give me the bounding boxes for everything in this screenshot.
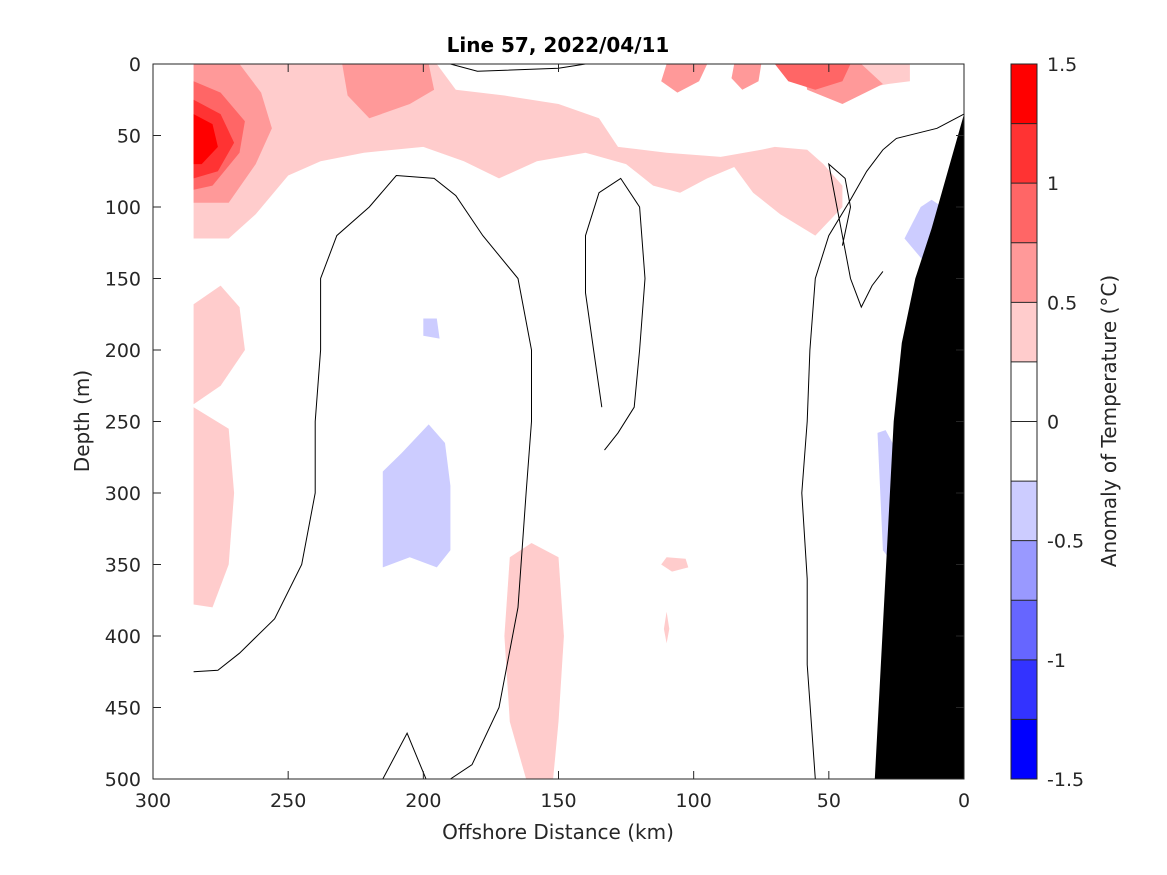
- zero-contour-line-3: [801, 113, 964, 779]
- y-tick-label: 150: [105, 269, 141, 291]
- colorbar-tick-label: -0.5: [1047, 531, 1084, 553]
- anomaly-region-3: [342, 64, 435, 119]
- chart-title: Line 57, 2022/04/11: [447, 33, 670, 57]
- anomaly-region-6: [731, 64, 762, 90]
- y-tick-label: 200: [105, 340, 141, 362]
- anomaly-region-15: [663, 611, 670, 644]
- colorbar-tick-label: 1: [1047, 173, 1059, 195]
- x-tick-label: 50: [817, 790, 841, 812]
- x-axis: 300 250 200 150 100 50 0: [135, 64, 970, 812]
- y-tick-label: 350: [105, 555, 141, 577]
- anomaly-region-13: [504, 543, 564, 779]
- zero-contour-layer: [193, 64, 964, 779]
- seafloor-bathymetry: [874, 114, 964, 779]
- colorbar-swatch: [1011, 600, 1037, 660]
- colorbar-tick-label: 0.5: [1047, 292, 1077, 314]
- zero-contour-line-0: [193, 174, 532, 779]
- anomaly-region-16: [382, 424, 451, 568]
- zero-contour-line-4: [828, 162, 884, 309]
- anomaly-region-5: [661, 64, 708, 93]
- colorbar-swatch: [1011, 64, 1037, 124]
- y-tick-label: 300: [105, 483, 141, 505]
- anomaly-region-18: [904, 199, 943, 265]
- colorbar-swatch: [1011, 659, 1037, 720]
- colorbar-swatch: [1011, 183, 1037, 243]
- anomaly-region-10: [193, 114, 218, 165]
- x-tick-label: 150: [540, 790, 576, 812]
- colorbar-frame: [1010, 63, 1038, 780]
- contour-fill-layer: [193, 64, 943, 779]
- y-tick-label: 450: [105, 698, 141, 720]
- colorbar-swatch: [1011, 481, 1037, 541]
- y-tick-label: 500: [105, 769, 141, 791]
- anomaly-region-11: [193, 285, 245, 405]
- x-tick-label: 0: [958, 790, 970, 812]
- colorbar-swatch: [1011, 302, 1037, 362]
- colorbar-tick-label: -1.5: [1047, 769, 1084, 791]
- colorbar-label: Anomaly of Temperature (°C): [1097, 275, 1121, 567]
- colorbar-swatch: [1011, 719, 1037, 779]
- zero-contour-line-2: [585, 177, 646, 451]
- y-tick-label: 250: [105, 412, 141, 434]
- y-tick-label: 50: [117, 126, 141, 148]
- anomaly-region-0: [193, 64, 843, 239]
- x-tick-label: 200: [405, 790, 441, 812]
- x-tick-label: 100: [676, 790, 712, 812]
- bathymetry-layer: [874, 114, 964, 779]
- x-tick-label: 250: [270, 790, 306, 812]
- y-axis-label: Depth (m): [70, 370, 94, 472]
- zero-contour-line-1: [382, 732, 427, 779]
- x-axis-label: Offshore Distance (km): [442, 820, 674, 844]
- y-tick-label: 100: [105, 197, 141, 219]
- colorbar-tick-label: 1.5: [1047, 54, 1077, 76]
- zero-contour-line-5: [450, 64, 586, 72]
- colorbar-swatch: [1011, 540, 1037, 601]
- colorbar-swatch: [1011, 361, 1037, 422]
- colorbar-tick-label: 0: [1047, 412, 1059, 434]
- x-tick-label: 300: [135, 790, 171, 812]
- colorbar-tick-label: -1: [1047, 650, 1066, 672]
- colorbar: 1.5 1 0.5 0 -0.5 -1 -1.5: [1010, 54, 1084, 791]
- colorbar-swatch: [1011, 242, 1037, 303]
- anomaly-region-14: [661, 557, 689, 572]
- anomaly-region-17: [423, 318, 440, 339]
- y-tick-label: 0: [129, 54, 141, 76]
- y-axis: 0 50 100 150 200 250 300 350 400 450 500: [105, 54, 964, 791]
- anomaly-region-12: [193, 407, 235, 608]
- colorbar-swatch: [1011, 123, 1037, 184]
- y-tick-label: 400: [105, 626, 141, 648]
- colorbar-swatch: [1011, 421, 1037, 482]
- anomaly-region-8: [774, 64, 851, 90]
